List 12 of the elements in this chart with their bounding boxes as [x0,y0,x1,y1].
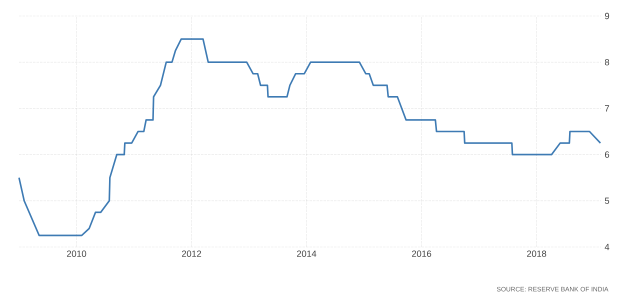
y-tick-label: 9 [604,12,610,20]
y-tick-label: 6 [604,151,610,158]
y-tick-label: 4 [604,244,610,250]
x-tick-label: 2010 [66,250,86,257]
line-series [18,38,602,236]
x-tick-label: 2012 [182,250,202,257]
x-tick-label: 2016 [412,250,432,257]
y-tick-label: 8 [604,59,610,66]
x-tick-label: 2014 [297,250,316,257]
y-tick-label: 5 [604,198,610,204]
x-tick-label: 2018 [527,250,546,257]
y-tick-label: 7 [604,105,610,112]
